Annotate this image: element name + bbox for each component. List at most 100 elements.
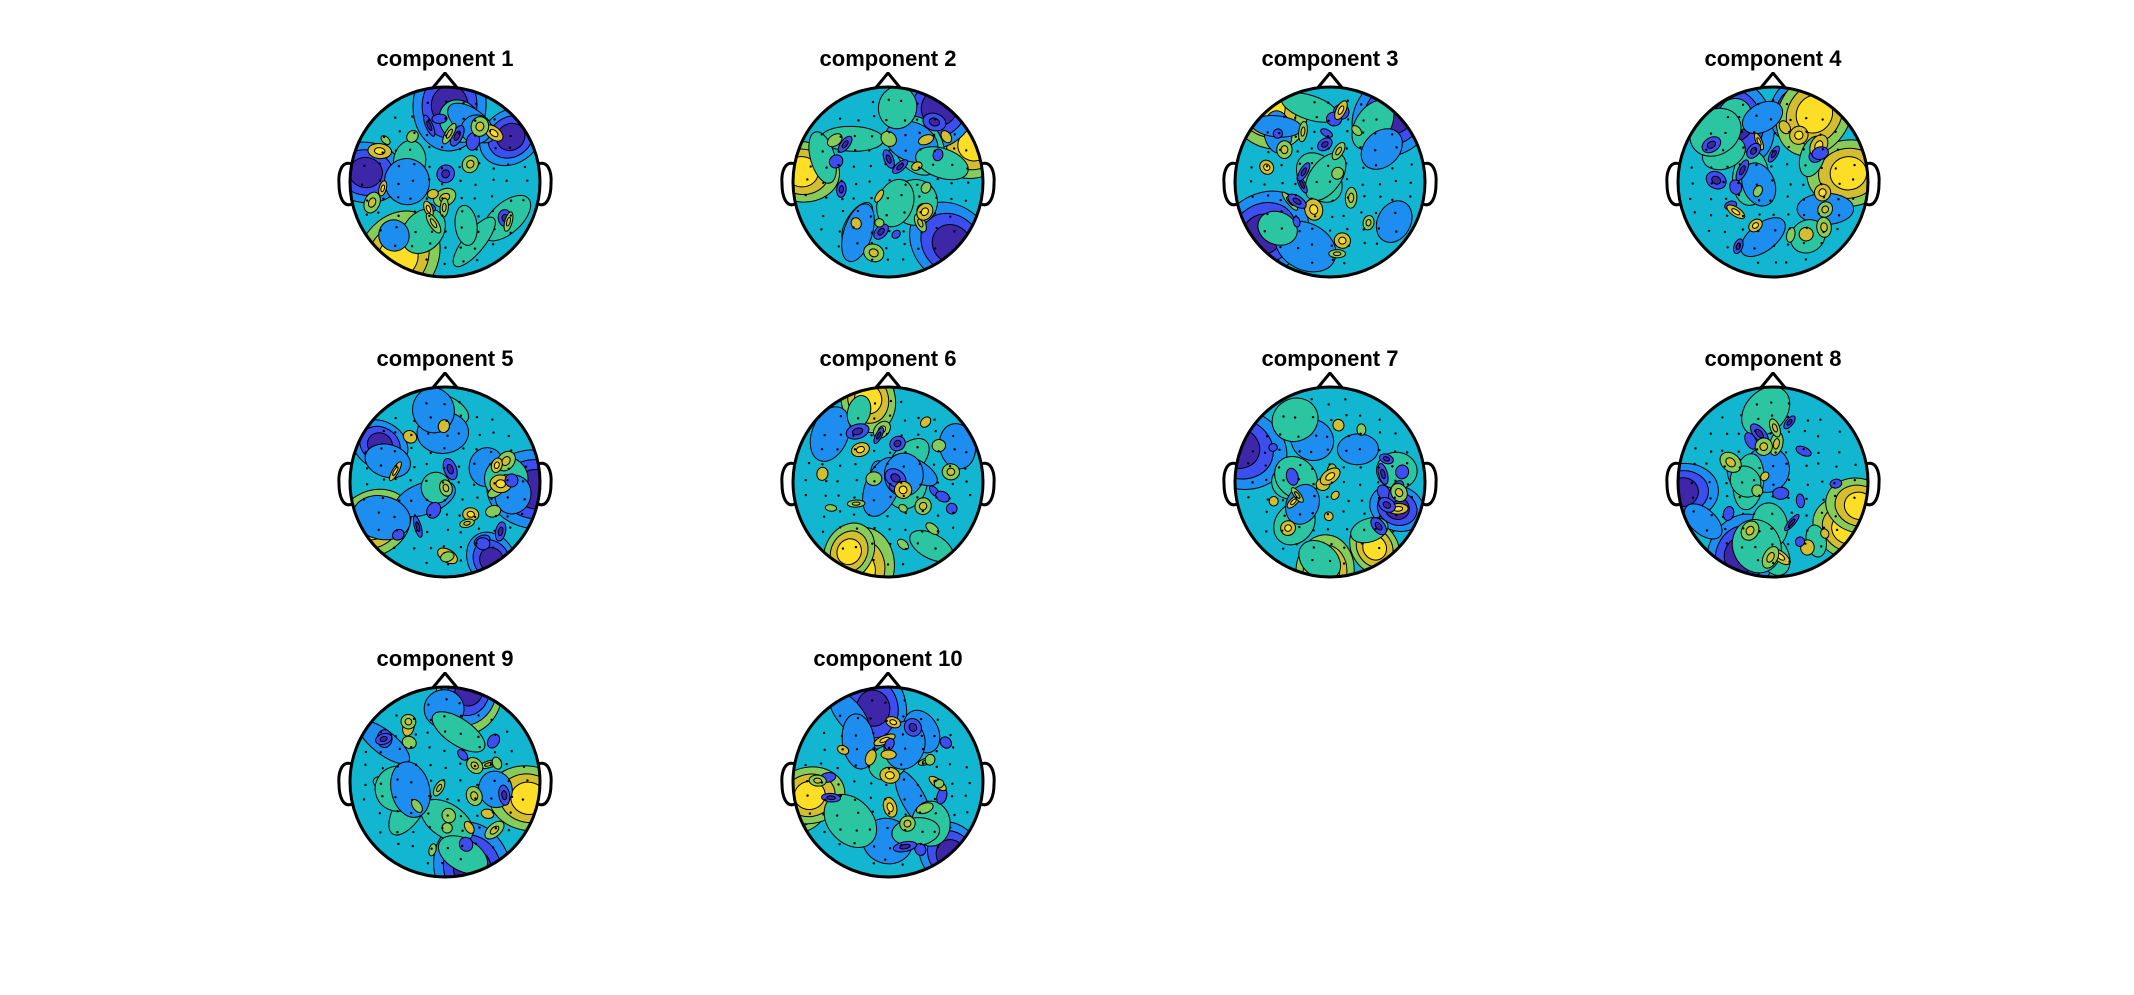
electrode-marker <box>1265 435 1269 438</box>
electrode-marker <box>900 843 903 847</box>
electrode-marker <box>855 829 858 832</box>
electrode-marker <box>948 497 951 500</box>
electrode-marker <box>1343 546 1346 549</box>
contour-spot <box>1320 128 1333 138</box>
electrode-marker <box>903 798 906 801</box>
electrode-marker <box>526 779 529 782</box>
electrode-marker <box>840 734 844 738</box>
contour-spot <box>1795 493 1806 509</box>
electrode-marker <box>425 479 428 483</box>
electrode-marker <box>900 763 903 766</box>
contour-spot-core <box>841 140 849 149</box>
electrode-marker <box>1394 479 1397 482</box>
electrode-marker <box>1725 214 1729 217</box>
electrode-marker <box>1724 131 1727 135</box>
electrode-marker <box>949 733 952 737</box>
contour-spot <box>441 822 453 834</box>
electrode-marker <box>494 733 497 736</box>
electrode-marker <box>1757 229 1760 233</box>
electrode-marker <box>904 511 907 515</box>
electrode-marker <box>1394 211 1397 215</box>
contour-spot-core <box>890 473 901 483</box>
electrode-marker <box>841 197 844 201</box>
contour-spot <box>920 181 932 194</box>
electrode-marker <box>394 149 398 152</box>
electrode-marker <box>1737 450 1740 453</box>
electrode-marker <box>1312 529 1315 532</box>
electrode-marker <box>965 149 968 152</box>
contour-spot-core <box>1770 150 1777 159</box>
electrode-marker <box>426 101 429 105</box>
electrode-marker <box>806 779 809 783</box>
component-1-title: component 1 <box>376 46 514 71</box>
electrode-marker <box>1266 131 1269 134</box>
electrode-marker <box>1741 512 1745 515</box>
electrode-marker <box>364 451 367 454</box>
electrode-marker <box>473 197 476 200</box>
contour-region <box>1271 397 1319 443</box>
electrode-marker <box>1753 247 1756 250</box>
electrode-marker <box>472 483 476 487</box>
electrode-marker <box>822 515 826 518</box>
electrode-marker <box>1330 418 1333 422</box>
electrode-marker <box>428 826 432 829</box>
electrode-marker <box>918 131 921 135</box>
electrode-marker <box>1737 432 1741 436</box>
electrode-marker <box>916 446 919 449</box>
electrode-marker <box>950 182 953 185</box>
electrode-marker <box>1738 466 1742 469</box>
contour-spot-core <box>1294 491 1301 499</box>
electrode-marker <box>968 493 972 497</box>
electrode-marker <box>824 798 827 802</box>
electrode-marker <box>869 164 873 168</box>
electrode-marker <box>1327 147 1330 150</box>
electrode-marker <box>462 260 465 263</box>
electrode-marker <box>1836 148 1840 151</box>
electrode-marker <box>365 199 369 202</box>
electrode-marker <box>461 498 464 501</box>
electrode-marker <box>521 798 525 801</box>
electrode-marker <box>901 162 904 165</box>
electrode-marker <box>853 780 856 783</box>
electrode-marker <box>1331 199 1334 202</box>
left-ear-outline <box>780 761 796 807</box>
electrode-marker <box>457 481 460 484</box>
contour-spot-core <box>1731 208 1741 216</box>
electrode-marker <box>1251 481 1254 484</box>
electrode-marker <box>1281 547 1285 550</box>
electrode-marker <box>853 496 856 499</box>
electrode-marker <box>428 145 431 149</box>
electrode-marker <box>1738 163 1742 166</box>
electrode-marker <box>365 483 369 486</box>
electrode-marker <box>888 414 892 417</box>
electrode-marker <box>510 750 513 753</box>
electrode-marker <box>1724 197 1728 200</box>
electrode-marker <box>397 842 400 846</box>
electrode-marker <box>933 418 936 421</box>
electrode-marker <box>377 528 380 532</box>
electrode-marker <box>1770 401 1773 404</box>
electrode-marker <box>1817 212 1820 215</box>
contour-spot <box>1268 496 1279 507</box>
electrode-marker <box>425 498 429 502</box>
electrode-marker <box>1360 542 1364 545</box>
electrode-marker <box>1409 195 1412 198</box>
electrode-marker <box>936 718 940 722</box>
electrode-marker <box>1312 546 1316 549</box>
electrode-marker <box>1298 513 1302 516</box>
electrode-marker <box>1358 448 1362 451</box>
electrode-marker <box>1297 478 1301 481</box>
component-4-head-map <box>1665 72 1881 279</box>
electrode-marker <box>1738 496 1741 499</box>
electrode-marker <box>425 561 428 565</box>
electrode-marker <box>492 431 495 434</box>
electrode-marker <box>446 563 450 566</box>
electrode-marker <box>916 496 919 499</box>
electrode-marker <box>1772 213 1775 217</box>
contour-spot-core <box>1745 525 1755 536</box>
electrode-marker <box>1726 165 1729 169</box>
electrode-marker <box>446 798 449 801</box>
electrode-marker <box>1394 179 1398 183</box>
electrode-marker <box>493 482 496 485</box>
electrode-marker <box>394 735 397 738</box>
